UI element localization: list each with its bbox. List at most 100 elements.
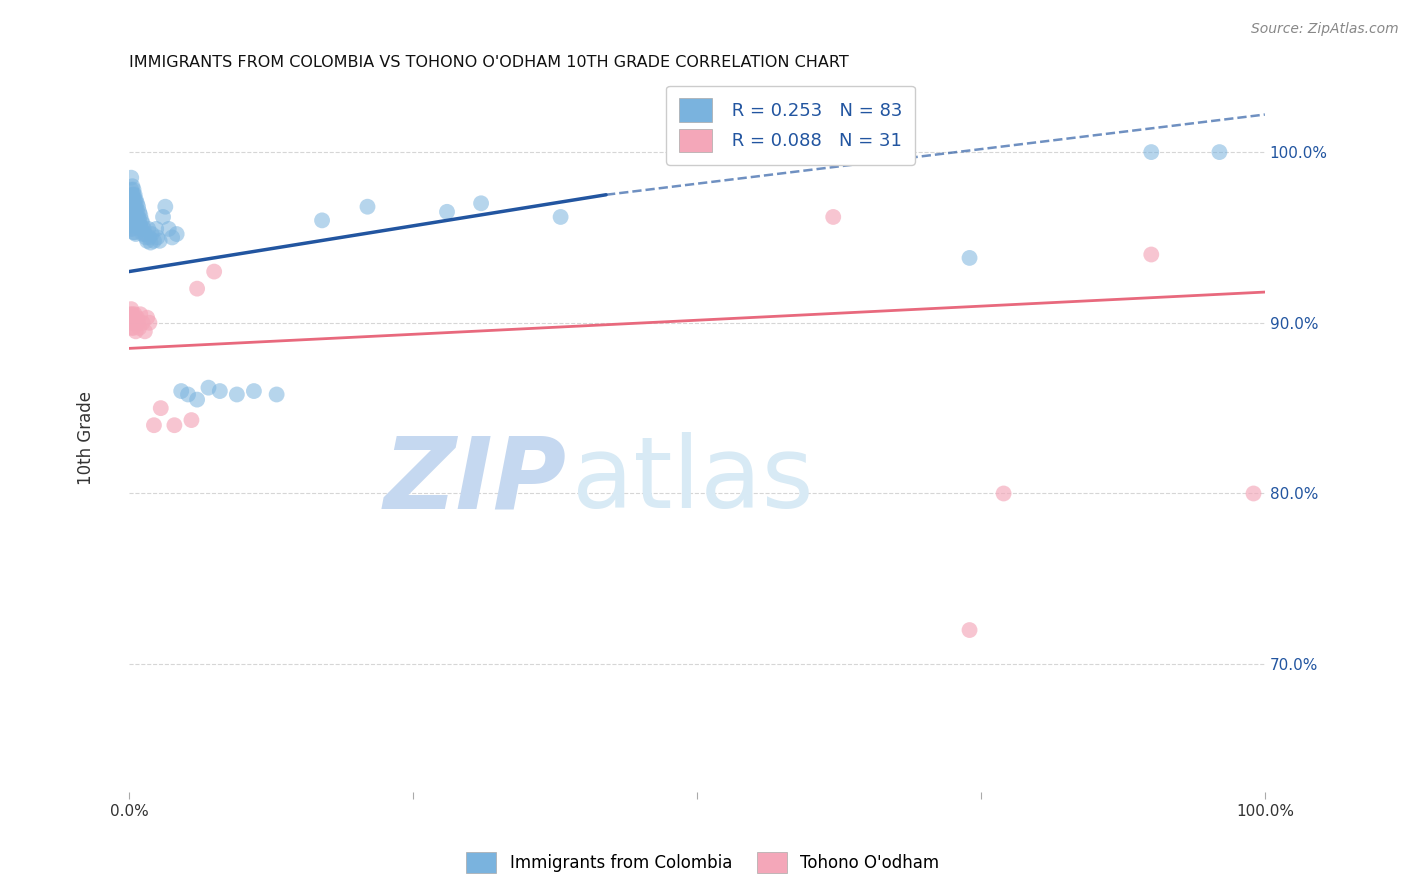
Point bbox=[121, 316, 143, 330]
Point bbox=[131, 316, 153, 330]
Point bbox=[145, 222, 167, 236]
Point bbox=[120, 204, 142, 219]
Point bbox=[134, 227, 156, 241]
Point bbox=[120, 183, 142, 197]
Point bbox=[470, 196, 492, 211]
Point bbox=[131, 222, 153, 236]
Point bbox=[129, 307, 152, 321]
Point bbox=[166, 227, 188, 241]
Point bbox=[149, 234, 172, 248]
Point bbox=[125, 324, 148, 338]
Point bbox=[125, 200, 148, 214]
Point bbox=[131, 227, 153, 241]
Point bbox=[120, 213, 142, 227]
Point bbox=[136, 234, 159, 248]
Point bbox=[120, 321, 142, 335]
Text: IMMIGRANTS FROM COLOMBIA VS TOHONO O'ODHAM 10TH GRADE CORRELATION CHART: IMMIGRANTS FROM COLOMBIA VS TOHONO O'ODH… bbox=[129, 55, 849, 70]
Point bbox=[146, 230, 169, 244]
Point bbox=[136, 222, 159, 236]
Point bbox=[129, 208, 152, 222]
Point bbox=[121, 187, 143, 202]
Point bbox=[155, 200, 177, 214]
Point bbox=[845, 145, 868, 160]
Point bbox=[120, 222, 142, 236]
Point bbox=[122, 310, 145, 325]
Legend: Immigrants from Colombia, Tohono O'odham: Immigrants from Colombia, Tohono O'odham bbox=[460, 846, 946, 880]
Point bbox=[142, 234, 165, 248]
Point bbox=[152, 210, 174, 224]
Point bbox=[311, 213, 333, 227]
Point bbox=[122, 321, 145, 335]
Point bbox=[120, 302, 142, 317]
Point bbox=[122, 187, 145, 202]
Point bbox=[122, 208, 145, 222]
Point bbox=[138, 230, 160, 244]
Point bbox=[120, 204, 142, 219]
Point bbox=[128, 321, 150, 335]
Point bbox=[127, 316, 149, 330]
Point bbox=[120, 219, 142, 233]
Point bbox=[125, 217, 148, 231]
Point bbox=[121, 179, 143, 194]
Point bbox=[1243, 486, 1265, 500]
Point bbox=[132, 222, 155, 236]
Point bbox=[186, 392, 208, 407]
Point bbox=[124, 225, 146, 239]
Point bbox=[125, 196, 148, 211]
Text: Source: ZipAtlas.com: Source: ZipAtlas.com bbox=[1251, 22, 1399, 37]
Point bbox=[122, 196, 145, 211]
Point bbox=[121, 196, 143, 211]
Point bbox=[122, 183, 145, 197]
Point bbox=[202, 264, 225, 278]
Point bbox=[177, 387, 200, 401]
Point bbox=[149, 401, 172, 416]
Point bbox=[124, 187, 146, 202]
Point bbox=[120, 170, 142, 185]
Point bbox=[141, 227, 163, 241]
Point bbox=[356, 200, 378, 214]
Point bbox=[128, 204, 150, 219]
Point bbox=[120, 316, 142, 330]
Point bbox=[121, 222, 143, 236]
Point bbox=[550, 210, 572, 224]
Point bbox=[120, 196, 142, 211]
Point bbox=[163, 418, 186, 433]
Point bbox=[127, 210, 149, 224]
Point bbox=[131, 213, 153, 227]
Point bbox=[138, 316, 160, 330]
Point bbox=[135, 230, 157, 244]
Text: ZIP: ZIP bbox=[384, 432, 567, 529]
Point bbox=[127, 200, 149, 214]
Point bbox=[823, 210, 845, 224]
Point bbox=[993, 486, 1015, 500]
Point bbox=[125, 227, 148, 241]
Point bbox=[125, 204, 148, 219]
Point bbox=[1140, 247, 1163, 261]
Point bbox=[1208, 145, 1230, 160]
Point bbox=[120, 213, 142, 227]
Point bbox=[959, 623, 981, 637]
Point bbox=[127, 219, 149, 233]
Point bbox=[186, 282, 208, 296]
Point bbox=[959, 251, 981, 265]
Point bbox=[136, 310, 159, 325]
Point bbox=[142, 418, 165, 433]
Point bbox=[134, 324, 156, 338]
Point bbox=[129, 219, 152, 233]
Point bbox=[225, 387, 247, 401]
Point bbox=[121, 213, 143, 227]
Point bbox=[197, 381, 219, 395]
Point bbox=[120, 307, 142, 321]
Point bbox=[243, 384, 266, 398]
Y-axis label: 10th Grade: 10th Grade bbox=[77, 391, 94, 485]
Point bbox=[160, 230, 183, 244]
Point bbox=[180, 413, 202, 427]
Point bbox=[125, 208, 148, 222]
Point bbox=[157, 222, 180, 236]
Point bbox=[124, 193, 146, 207]
Point bbox=[208, 384, 231, 398]
Point bbox=[170, 384, 193, 398]
Point bbox=[436, 204, 458, 219]
Point bbox=[120, 310, 142, 325]
Point bbox=[120, 200, 142, 214]
